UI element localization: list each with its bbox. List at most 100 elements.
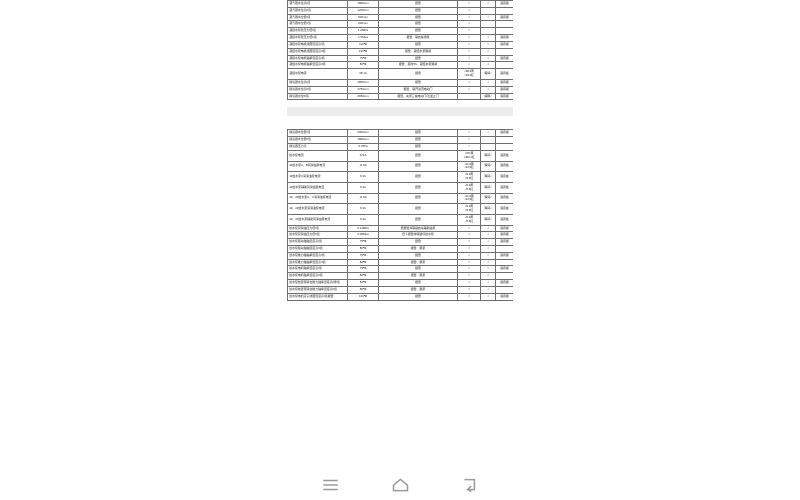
row-setpoint-value: 80℃ — [347, 272, 379, 281]
row-setpoint-value: 1800mm — [347, 136, 379, 145]
document-page: 凝汽器水位高I值 1800mm 报警 √ √ 语音报 凝汽器水位高II值 1200mm 报警 √ 凝… — [287, 0, 513, 301]
table-row: 1#给水泵C润滑油泵电流 6.3A 报警 √6.3黄 √6.9红 瞬间√ 语音板 — [287, 171, 513, 183]
back-button[interactable] — [453, 472, 487, 498]
row-local-flag: √ — [457, 85, 481, 94]
row-setpoint-value: 130℃ — [347, 292, 379, 301]
row-remote-flag: √ — [480, 272, 496, 281]
row-name: 1#给水泵A、B润滑油泵电流 — [287, 160, 348, 173]
row-remark: 语音板 — [495, 181, 513, 194]
row-remote-flag — [480, 20, 496, 29]
row-name: 凝结水泵电流 — [287, 68, 348, 80]
row-action: 报警 — [378, 192, 458, 205]
row-local-flag: √ — [457, 244, 481, 253]
row-setpoint-value: 75℃ — [347, 251, 379, 260]
row-setpoint-value: 1200mm — [347, 6, 379, 15]
row-name: 凝结水泵电机轴承温度高II值 — [287, 61, 348, 70]
row-name: 凝结水泵管压力低II值 — [287, 34, 348, 42]
row-remark — [495, 27, 513, 36]
row-name: 1#给水泵C润滑油泵电流 — [287, 171, 348, 183]
row-remote-flag: √ — [480, 61, 496, 70]
row-setpoint-value: 11.9A — [347, 192, 379, 205]
row-local-flag: √ — [457, 27, 481, 36]
row-flag-line: √12.9红 — [464, 165, 474, 170]
row-remark: 语音报 — [495, 0, 513, 8]
row-action: 报警 — [378, 292, 458, 301]
row-action: 报警 — [378, 20, 458, 29]
row-local-flag: √11.9黄 √12.9红 — [457, 160, 481, 173]
row-remark: 语音报 — [495, 13, 513, 22]
table-row: 凝结水泵电机轴承温度高II值 80℃ 报警、延时5S、凝结水泵跳闸 √ √ — [287, 61, 513, 70]
table-row: 1#给水泵A、B润滑油泵电流 11.9A 报警 √11.9黄 √12.9红 瞬间√ 语音板 — [287, 160, 513, 173]
row-action: 报警 — [378, 0, 458, 8]
row-local-flag: √ — [457, 143, 481, 151]
row-local-flag: √ — [457, 279, 481, 287]
table-row: 给水泵前置泵联合推力轴承温度高I侧I值 80℃ 报警 √ √ 语音报 — [287, 279, 513, 287]
row-remark — [495, 272, 513, 281]
row-setpoint-value: 0.78Pa — [347, 143, 379, 151]
row-remote-flag — [480, 6, 496, 15]
row-remote-flag: 瞬间√ — [480, 203, 496, 215]
row-name: 给水泵驱动轴轴温度高I值 — [287, 238, 348, 246]
row-flag-line: √400.1红 — [463, 154, 475, 159]
row-name: 除氧器水位低I值 — [287, 129, 348, 138]
table-row: 凝汽器水位低I值 500mm 报警 √ √ 语音报 — [287, 13, 513, 22]
row-name: 给水泵驱动轴轴温度高II值 — [287, 244, 348, 253]
row-remark — [495, 285, 513, 294]
row-action: 报警 — [378, 213, 458, 226]
table-row: 给水泵电流 371A 报警 √371黄 √400.1红 瞬间√ 语音板 — [287, 149, 513, 162]
row-remark: 语音板 — [495, 160, 513, 173]
row-local-flag: √11.9黄 √12.9红 — [457, 192, 481, 205]
row-setpoint-value: 0.14MPa — [347, 224, 379, 233]
table-row: 凝结水泵管压力低II值 1.0Mpa 报警、联启备用泵 √ √ 语音报 — [287, 34, 513, 42]
row-action: 报警、凝结水泵跳闸 — [378, 47, 458, 56]
row-action: 报警 — [378, 129, 458, 138]
row-name: 凝结水泵电机线圈温度高I值 — [287, 40, 348, 49]
row-flag-line: √6.9红 — [465, 218, 473, 223]
menu-button[interactable] — [313, 472, 347, 498]
row-action: 报警、跳泵 — [378, 272, 458, 281]
table-row: 凝汽器水位高I值 1800mm 报警 √ √ 语音报 — [287, 0, 513, 8]
row-name: 1#、2#给水泵A、C润滑油泵电流 — [287, 192, 348, 205]
row-flag-line: √33.4红 — [464, 73, 474, 78]
row-local-flag: √6.3黄 √6.9红 — [457, 213, 481, 226]
row-remark: 语音板 — [495, 68, 513, 80]
row-setpoint-value: 2650mm — [347, 92, 379, 101]
row-remote-flag: √ — [480, 279, 496, 287]
row-local-flag: √6.3黄 √6.9红 — [457, 181, 481, 194]
page-separator — [287, 107, 513, 130]
row-action: 报警 — [378, 27, 458, 36]
row-remote-flag — [480, 136, 496, 145]
row-remark: 语音报 — [495, 40, 513, 49]
table-row: 除氧器水位高I值 2850mm 报警 √ √ 语音报 — [287, 78, 513, 87]
table-row: 凝结水泵电机轴承温度高I值 75℃ 报警 √ √ 语音报 — [287, 54, 513, 63]
row-local-flag: √ — [457, 292, 481, 301]
row-name: 给水泵润滑油压力低I值 — [287, 224, 348, 233]
row-setpoint-value: 2750mm — [347, 85, 379, 94]
row-action: 报警 — [378, 136, 458, 145]
row-local-flag: √ — [457, 224, 481, 233]
home-button[interactable] — [383, 472, 417, 498]
row-flag-line: √11.9黄 — [464, 161, 474, 166]
row-name: 给水泵推力轴轴承温度高II值 — [287, 258, 348, 267]
row-remark: 语音报 — [495, 92, 513, 101]
row-remote-flag: 瞬间√ — [480, 149, 496, 162]
row-action: 报警 — [378, 143, 458, 151]
row-remark: 语音报 — [495, 279, 513, 287]
row-local-flag: √ — [457, 258, 481, 267]
row-remote-flag: √ — [480, 54, 496, 63]
row-remark — [495, 244, 513, 253]
table-body-section-1: 凝汽器水位高I值 1800mm 报警 √ √ 语音报 凝汽器水位高II值 1200mm 报警 √ 凝… — [287, 0, 513, 101]
row-setpoint-value: 1800mm — [347, 0, 379, 8]
row-remark: 语音报 — [495, 34, 513, 42]
table-row: 除氧器水位III值 2650mm 报警、关闭三抽电动门I及逆止门 解网√ 语音报 — [287, 92, 513, 101]
row-flag-line: √11.9黄 — [464, 193, 474, 198]
document-viewport[interactable]: 凝汽器水位高I值 1800mm 报警 √ √ 语音报 凝汽器水位高II值 1200mm 报警 √ 凝… — [0, 0, 800, 470]
row-remark — [495, 6, 513, 15]
row-name: 凝结水泵管压力低I值 — [287, 27, 348, 36]
row-remote-flag: √ — [480, 85, 496, 94]
row-remark: 语音报 — [495, 238, 513, 246]
row-setpoint-value: 6.3A — [347, 171, 379, 183]
row-setpoint-value: 110℃ — [347, 40, 379, 49]
row-flag-line: √38.4黄 — [464, 69, 474, 74]
row-local-flag: √ — [457, 47, 481, 56]
